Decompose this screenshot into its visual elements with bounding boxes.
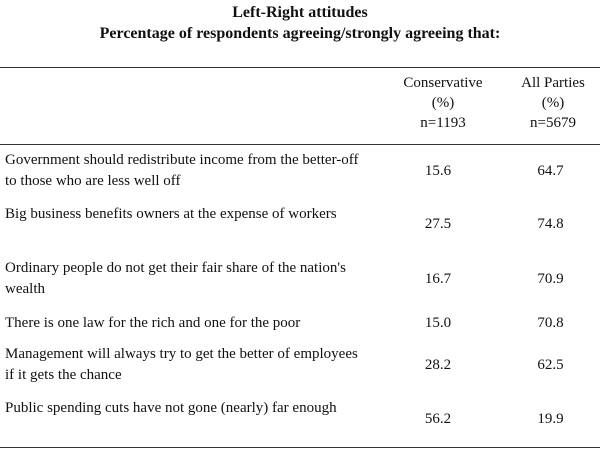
row-label: Ordinary people do not get their fair sh…: [5, 260, 346, 297]
row-label: Public spending cuts have not gone (near…: [5, 400, 337, 416]
table-title: Left-Right attitudes: [232, 4, 368, 21]
all-parties-value: 19.9: [537, 411, 564, 427]
all-parties-value: 64.7: [537, 163, 564, 179]
column-sample-size: n=1193: [420, 115, 466, 131]
column-name: Conservative: [403, 75, 483, 91]
column-header-conservative: Conservative (%) n=1193: [378, 73, 508, 133]
all-parties-value: 70.9: [537, 271, 564, 287]
conservative-value: 15.0: [424, 315, 452, 331]
column-unit: (%): [431, 95, 455, 111]
column-sample-size: n=5679: [530, 115, 576, 131]
row-label: Management will always try to get the be…: [5, 346, 358, 383]
row-label: Government should redistribute income fr…: [5, 152, 359, 189]
column-name: All Parties: [521, 75, 585, 91]
conservative-value: 28.2: [424, 357, 452, 373]
column-unit: (%): [541, 95, 565, 111]
header-rule: [0, 144, 600, 145]
all-parties-value: 62.5: [537, 357, 564, 373]
top-rule: [0, 67, 600, 68]
conservative-value: 16.7: [424, 271, 452, 287]
conservative-value: 27.5: [424, 216, 452, 232]
table-subtitle: Percentage of respondents agreeing/stron…: [99, 25, 501, 42]
conservative-value: 15.6: [424, 163, 452, 179]
column-header-all-parties: All Parties (%) n=5679: [503, 73, 600, 133]
bottom-rule: [0, 447, 600, 448]
all-parties-value: 74.8: [537, 216, 564, 232]
conservative-value: 56.2: [424, 411, 452, 427]
row-label: Big business benefits owners at the expe…: [5, 206, 337, 222]
row-label: There is one law for the rich and one fo…: [5, 315, 301, 331]
all-parties-value: 70.8: [537, 315, 564, 331]
